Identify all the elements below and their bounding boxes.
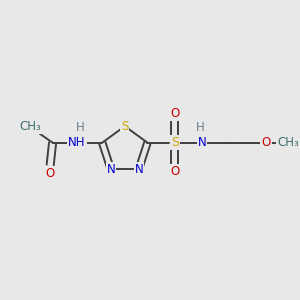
Text: O: O: [170, 165, 179, 178]
Text: CH₃: CH₃: [277, 136, 298, 149]
Text: H: H: [196, 121, 205, 134]
Text: O: O: [46, 167, 55, 180]
Text: O: O: [261, 136, 271, 149]
Text: O: O: [170, 107, 179, 120]
Text: S: S: [121, 120, 128, 133]
Text: N: N: [198, 136, 206, 149]
Text: N: N: [134, 163, 143, 176]
Text: H: H: [76, 121, 85, 134]
Text: S: S: [171, 136, 179, 149]
Text: N: N: [106, 163, 115, 176]
Text: NH: NH: [68, 136, 86, 149]
Text: CH₃: CH₃: [19, 120, 41, 134]
